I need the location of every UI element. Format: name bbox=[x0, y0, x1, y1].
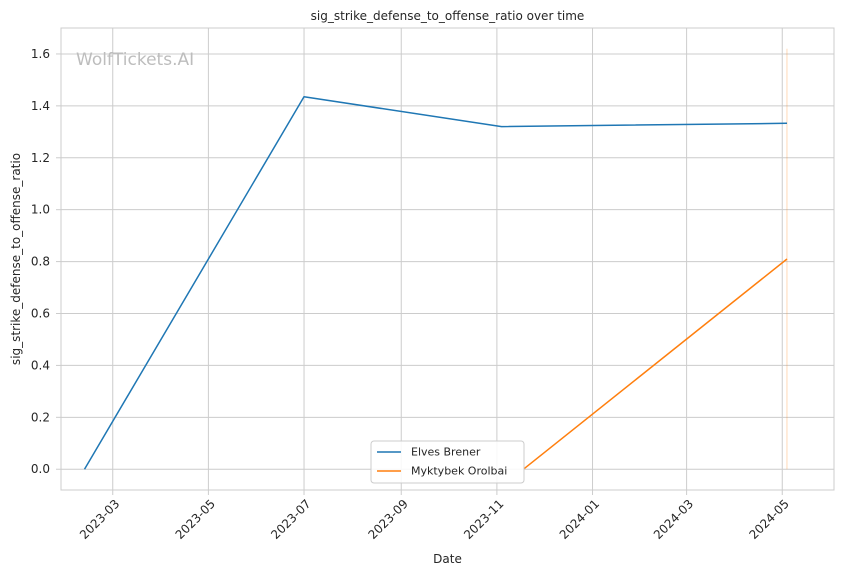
legend-box bbox=[370, 440, 525, 484]
y-axis-title: sig_strike_defense_to_offense_ratio bbox=[9, 153, 23, 365]
chart-title: sig_strike_defense_to_offense_ratio over… bbox=[311, 9, 585, 23]
y-tick-label: 0.2 bbox=[31, 410, 50, 424]
y-tick-label: 1.0 bbox=[31, 203, 50, 217]
y-axis-ticks: 0.0 0.2 0.4 0.6 0.8 1.0 1.2 1.4 1.6 bbox=[31, 47, 61, 476]
y-tick-label: 1.4 bbox=[31, 99, 50, 113]
y-tick-label: 1.2 bbox=[31, 151, 50, 165]
plot-area bbox=[60, 27, 835, 491]
y-tick-label: 0.4 bbox=[31, 358, 50, 372]
y-tick-label: 0.0 bbox=[31, 462, 50, 476]
legend-label: Elves Brener bbox=[411, 446, 481, 459]
legend: Elves Brener Myktybek Orolbai bbox=[370, 440, 525, 484]
legend-label: Myktybek Orolbai bbox=[411, 465, 507, 478]
plot-frame bbox=[60, 27, 835, 491]
y-tick-label: 1.6 bbox=[31, 47, 50, 61]
series-line-1 bbox=[83, 96, 788, 470]
x-axis-title: Date bbox=[433, 552, 462, 566]
series-lines bbox=[83, 48, 788, 470]
y-tick-label: 0.6 bbox=[31, 307, 50, 321]
y-tick-label: 0.8 bbox=[31, 255, 50, 269]
grid-lines bbox=[61, 28, 834, 490]
watermark-text: WolfTickets.AI bbox=[76, 50, 194, 70]
series-line-2 bbox=[523, 258, 788, 470]
